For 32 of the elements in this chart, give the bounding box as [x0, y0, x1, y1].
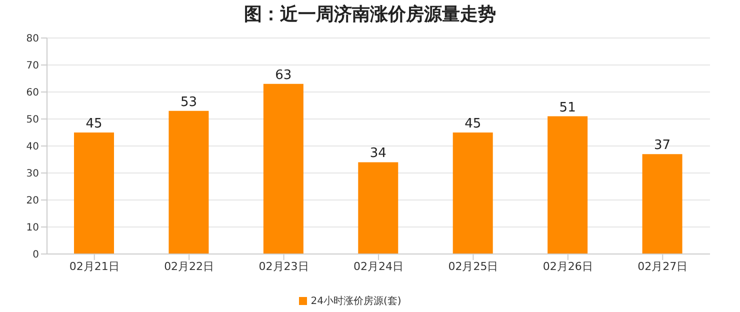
y-tick-label: 20	[26, 196, 39, 207]
bar	[642, 154, 682, 254]
bar	[358, 162, 398, 254]
y-tick-label: 50	[26, 114, 39, 126]
data-label: 45	[86, 116, 102, 132]
y-tick-label: 10	[26, 222, 39, 234]
data-label: 45	[464, 116, 482, 132]
y-tick-label: 30	[26, 168, 39, 180]
y-tick-label: 40	[26, 142, 39, 153]
x-tick-label: 02月22日	[164, 260, 214, 273]
data-label: 63	[275, 68, 292, 83]
bar	[548, 116, 588, 254]
x-tick-label: 02月27日	[638, 260, 688, 273]
x-tick-label: 02月25日	[448, 260, 498, 273]
data-label: 34	[370, 146, 386, 162]
bar	[168, 110, 209, 254]
bar	[74, 132, 114, 254]
data-label: 37	[654, 138, 671, 154]
y-tick-label: 60	[26, 88, 39, 99]
x-tick-label: 02月23日	[258, 260, 309, 273]
legend-label: 24小时涨价房源(套)	[310, 296, 402, 307]
x-tick-label: 02月24日	[354, 260, 404, 273]
y-tick-label: 70	[26, 60, 39, 72]
chart-title: 图：近一周济南涨价房源量走势	[243, 3, 497, 27]
y-tick-label: 80	[26, 34, 39, 45]
y-tick-label: 0	[32, 250, 39, 261]
data-label: 51	[559, 100, 576, 116]
data-label: 53	[180, 94, 197, 110]
bar	[263, 84, 304, 254]
bar	[452, 132, 493, 254]
x-tick-label: 02月26日	[542, 260, 593, 273]
x-tick-label: 02月21日	[69, 260, 120, 273]
